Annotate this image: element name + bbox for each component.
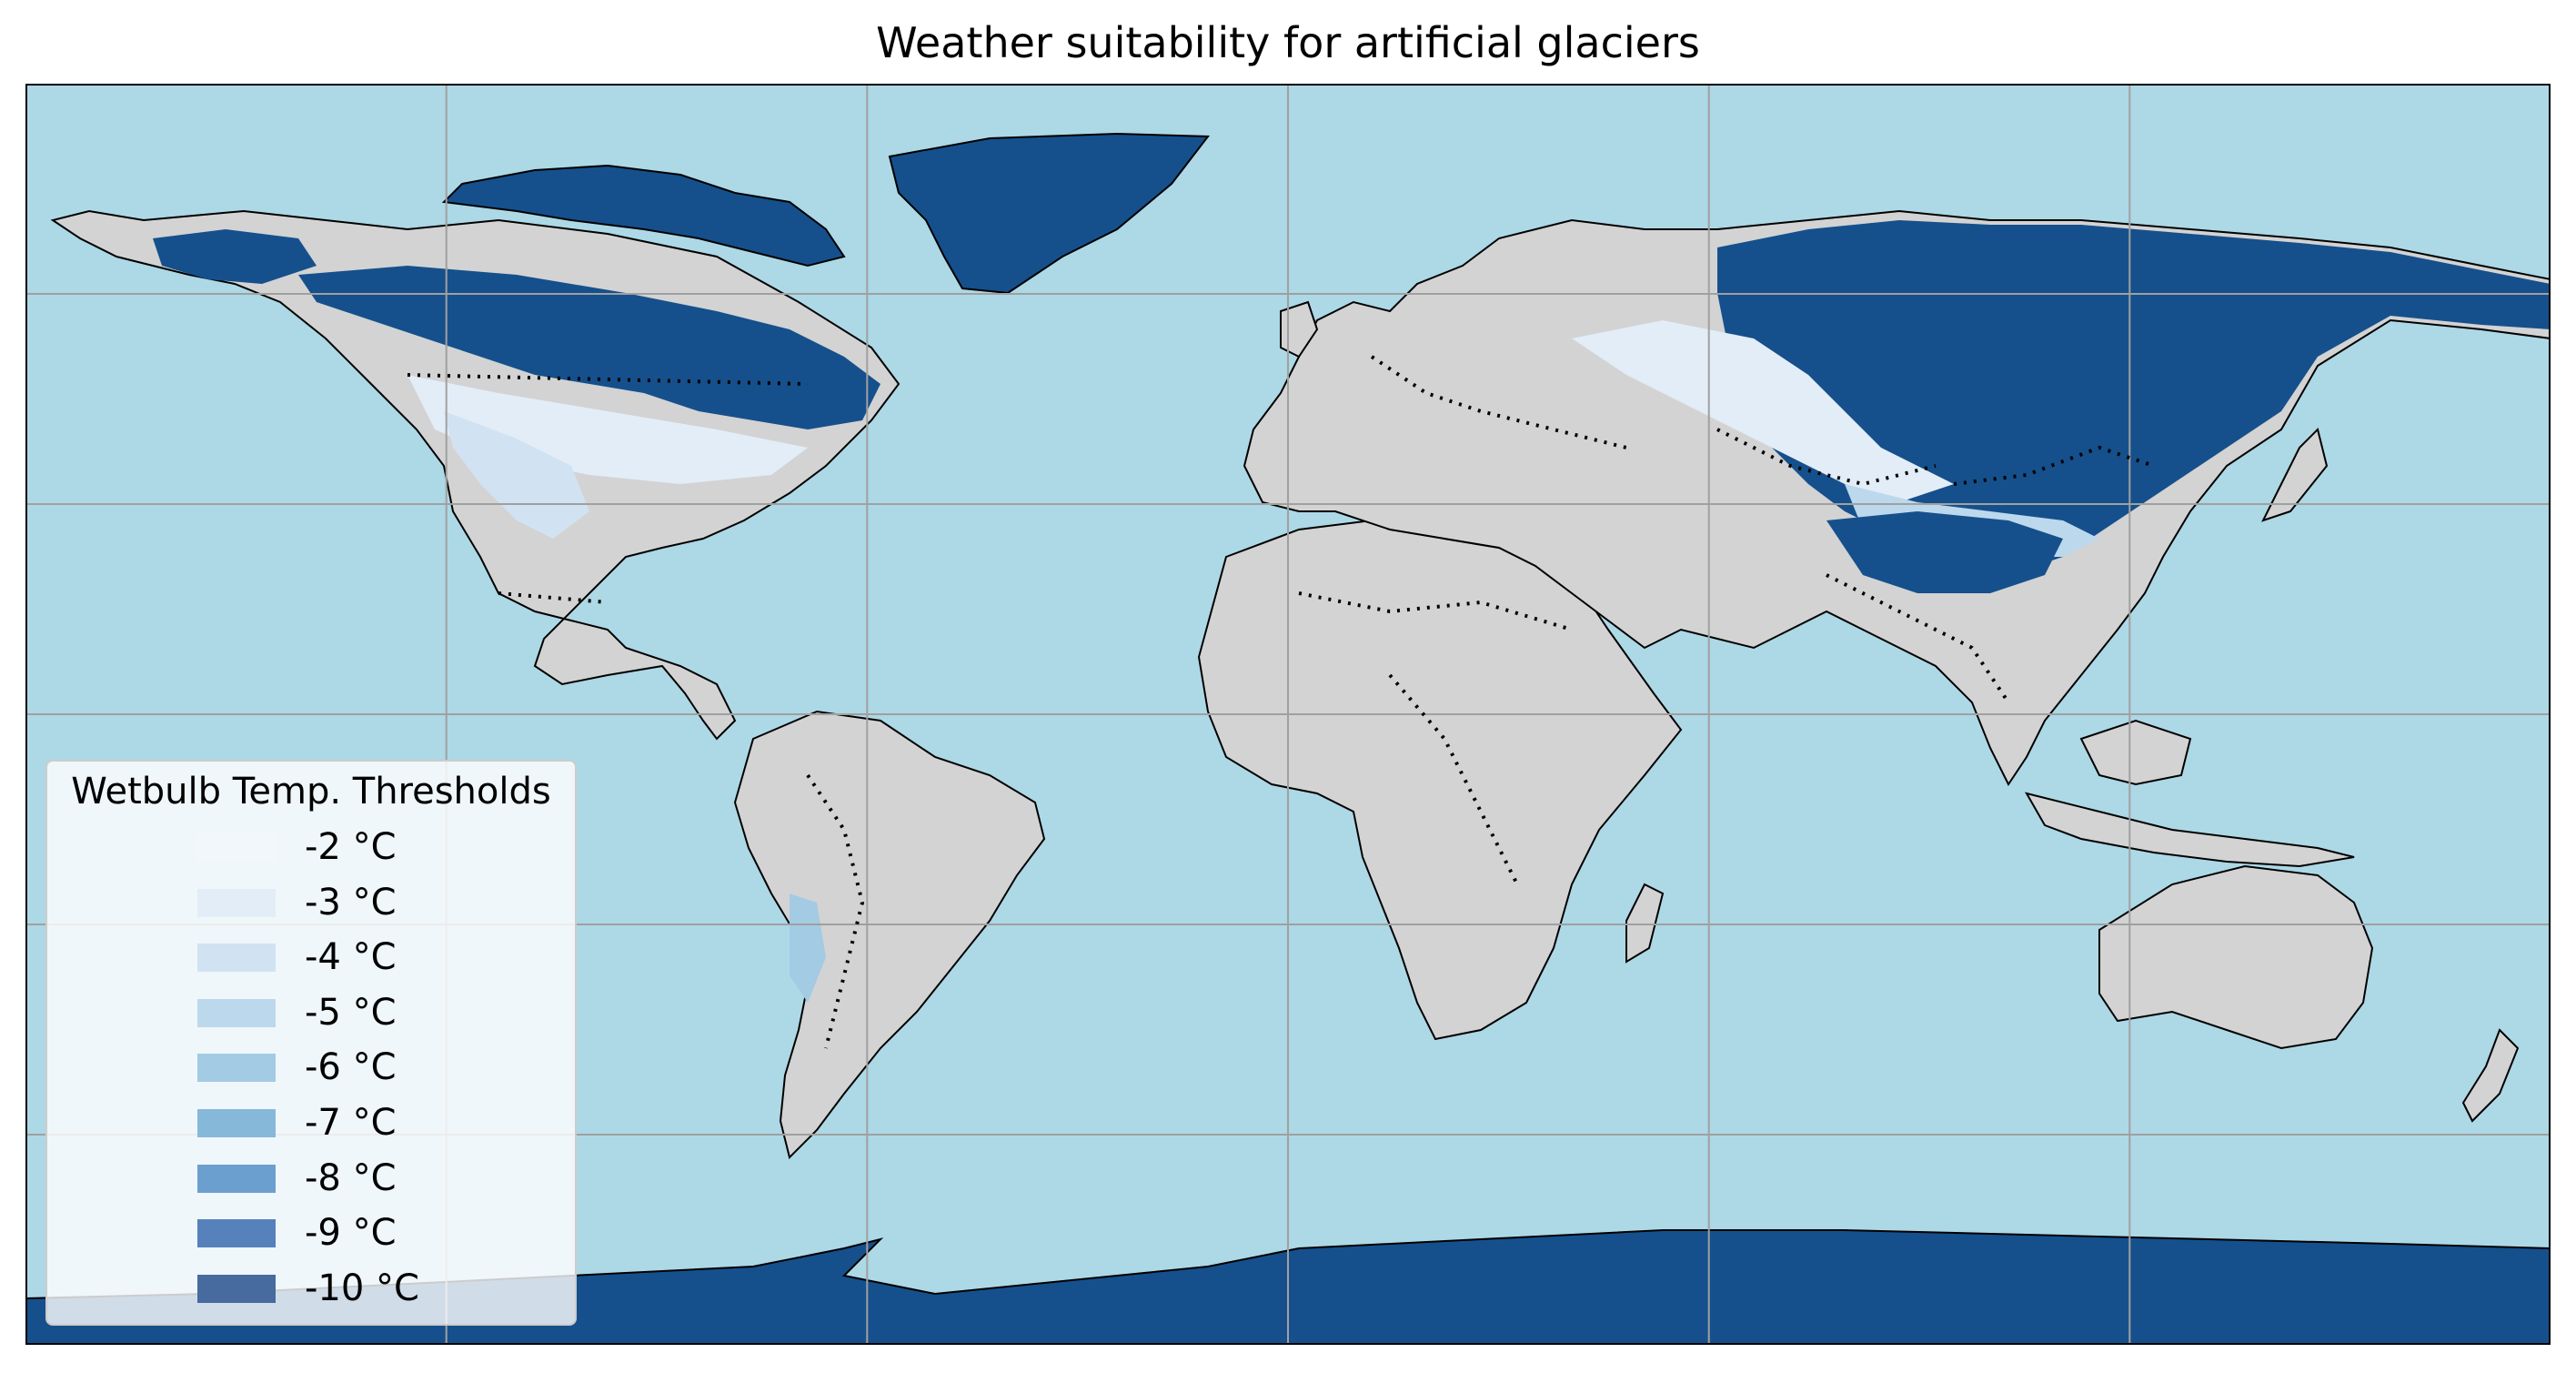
tibet-cold-region [1826,511,2063,593]
andes-transition [790,893,826,1003]
alaska-cold-region [153,229,317,284]
border-africa-1 [1298,591,1573,631]
japan [2261,428,2329,522]
legend-label: -3 °C [305,881,397,924]
russia-transition [1572,320,1954,502]
rockies-transition [444,411,589,539]
greenland [888,132,1210,295]
legend-swatch [197,1274,276,1303]
legend-label: -7 °C [305,1102,397,1144]
indonesia [2024,792,2355,868]
border-asia-3 [1826,573,2010,704]
legend-label: -6 °C [305,1046,397,1089]
australia [2098,864,2374,1050]
legend-label: -5 °C [305,991,397,1034]
legend-swatch [197,833,276,862]
canada-cold-region [298,266,880,429]
border-us-canada [407,373,809,386]
legend-swatch [197,1054,276,1083]
map-title: Weather suitability for artificial glaci… [876,18,1700,67]
madagascar [1625,883,1665,964]
legend-title: Wetbulb Temp. Thresholds [71,771,551,813]
border-asia-2 [1953,445,2155,486]
legend-label: -10 °C [305,1267,419,1309]
new-zealand [2461,1028,2520,1123]
british-isles [1280,300,1319,358]
country-borders [407,355,2155,1049]
legend-label: -4 °C [305,936,397,979]
border-asia-1 [1716,428,1937,487]
legend-label: -8 °C [305,1156,397,1199]
threshold-shading [153,229,2099,1003]
legend-label: -2 °C [305,826,397,868]
border-south-america [806,773,865,1049]
legend-swatch [197,1109,276,1137]
philippines-borneo [2079,719,2192,786]
legend-swatch [197,888,276,917]
map-frame [25,84,2551,1345]
legend-swatch [197,1164,276,1193]
legend-swatch [197,998,276,1027]
legend-label: -9 °C [305,1212,397,1255]
legend-swatch [197,1219,276,1248]
border-africa-2 [1388,673,1519,885]
arctic-islands [441,164,846,268]
legend-swatch [197,944,276,973]
border-us-mexico [498,591,609,604]
legend: Wetbulb Temp. Thresholds -2 °C -3 °C -4 °C… [45,760,577,1326]
